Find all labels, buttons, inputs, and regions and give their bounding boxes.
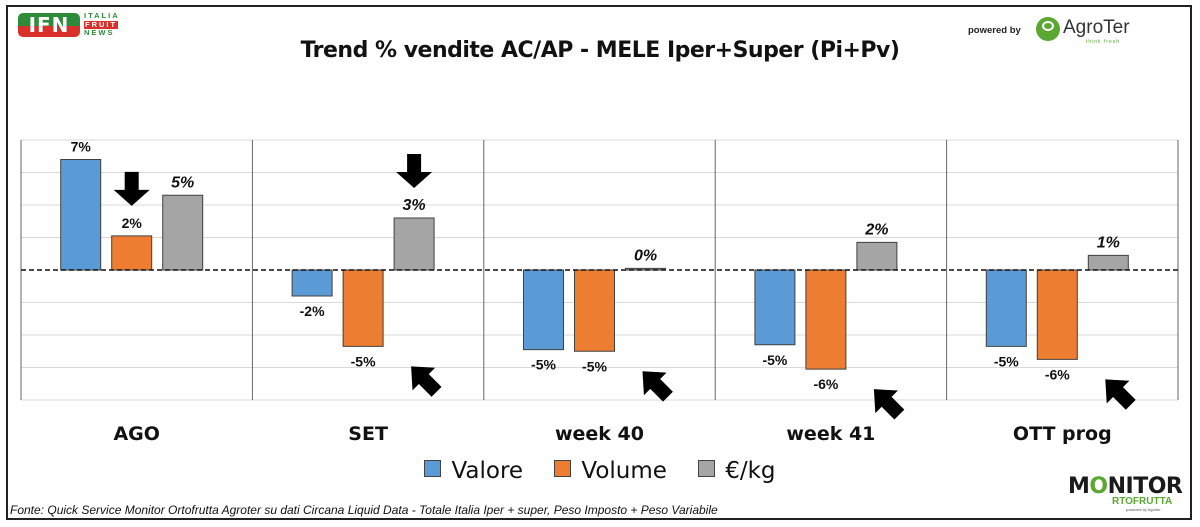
legend-item-eur-kg: €/kg: [698, 458, 776, 484]
legend-label-eur-kg: €/kg: [725, 458, 776, 484]
arrow-up-left-icon: [873, 389, 905, 420]
monitor-logo-rest: NITOR: [1107, 474, 1183, 499]
data-label: -6%: [1045, 366, 1070, 382]
x-tick-label: SET: [348, 423, 388, 445]
data-label: 2%: [122, 215, 143, 231]
bar-kg: [393, 217, 435, 271]
arrow-up-left-icon: [1105, 379, 1136, 410]
agroter-logo-tagline: think fresh: [1086, 39, 1121, 45]
ifn-logo-line2: FRUIT: [84, 19, 119, 29]
ifn-logo-line3: NEWS: [84, 28, 115, 37]
bar-volume: [111, 235, 153, 271]
bar-volume: [1036, 269, 1078, 360]
data-label: -5%: [531, 357, 556, 373]
legend-label-volume: Volume: [581, 458, 667, 484]
arrow-shape: [873, 389, 905, 420]
bar-kg: [856, 241, 898, 271]
data-label: -5%: [582, 358, 607, 374]
powered-by-label: powered by: [968, 25, 1021, 36]
bar-valore: [60, 159, 102, 271]
chart-frame: [6, 5, 1192, 520]
legend-label-valore: Valore: [451, 458, 524, 484]
data-label: 0%: [634, 247, 657, 264]
arrow-down-icon: [396, 154, 433, 188]
monitor-logo-line2: RTOFRUTTA: [1112, 496, 1173, 507]
x-tick-label: AGO: [113, 423, 159, 445]
bar-kg: [162, 194, 204, 271]
arrow-down-icon: [113, 171, 150, 206]
data-label: 5%: [171, 174, 194, 191]
bar-volume: [574, 269, 615, 352]
bar-valore: [523, 269, 564, 351]
x-tick-label: week 40: [555, 423, 644, 445]
x-tick-label: OTT prog: [1013, 423, 1112, 445]
monitor-logo-line3: powered by Agroter: [1126, 507, 1161, 512]
arrow-shape: [411, 366, 442, 397]
data-label: -6%: [813, 376, 838, 392]
magnifier-icon: O: [1089, 474, 1108, 499]
arrow-up-left-icon: [411, 366, 442, 397]
monitor-logo-m: M: [1068, 474, 1090, 499]
bar-kg: [1087, 254, 1129, 271]
data-label: -2%: [300, 303, 325, 319]
data-label: -5%: [762, 352, 787, 368]
data-label: 3%: [403, 197, 426, 214]
source-note: Fonte: Quick Service Monitor Ortofrutta …: [10, 503, 718, 517]
legend-swatch-valore: [424, 460, 442, 477]
monitor-ortofrutta-logo: MONITOR RTOFRUTTA powered by Agroter: [1068, 474, 1186, 514]
data-label: 2%: [864, 221, 888, 238]
arrow-shape: [1105, 379, 1136, 410]
bar-volume: [342, 269, 384, 347]
data-label: -5%: [351, 353, 376, 369]
tree-icon: [1036, 17, 1060, 41]
agroter-logo-name: AgroTer: [1063, 17, 1130, 38]
ifn-logo-badge: IFN: [18, 13, 80, 37]
ifn-logo-mark: IFN: [28, 13, 70, 37]
data-label: 1%: [1097, 234, 1120, 251]
legend-item-valore: Valore: [424, 458, 523, 484]
x-tick-label: week 41: [786, 423, 875, 445]
data-label: -5%: [994, 353, 1019, 369]
chart-title: Trend % vendite AC/AP - MELE Iper+Super …: [300, 38, 900, 63]
legend: Valore Volume €/kg: [0, 458, 1200, 484]
bar-valore: [291, 269, 333, 297]
legend-swatch-eur-kg: [698, 460, 716, 477]
bar-valore: [754, 269, 796, 346]
ifn-logo-line1: ITALIA: [84, 11, 120, 20]
bar-valore: [985, 269, 1027, 347]
legend-item-volume: Volume: [554, 458, 667, 484]
bar-volume: [805, 269, 847, 370]
arrow-shape: [642, 371, 673, 402]
legend-swatch-volume: [554, 460, 572, 477]
data-label: 7%: [71, 139, 92, 155]
arrow-up-left-icon: [642, 371, 673, 402]
